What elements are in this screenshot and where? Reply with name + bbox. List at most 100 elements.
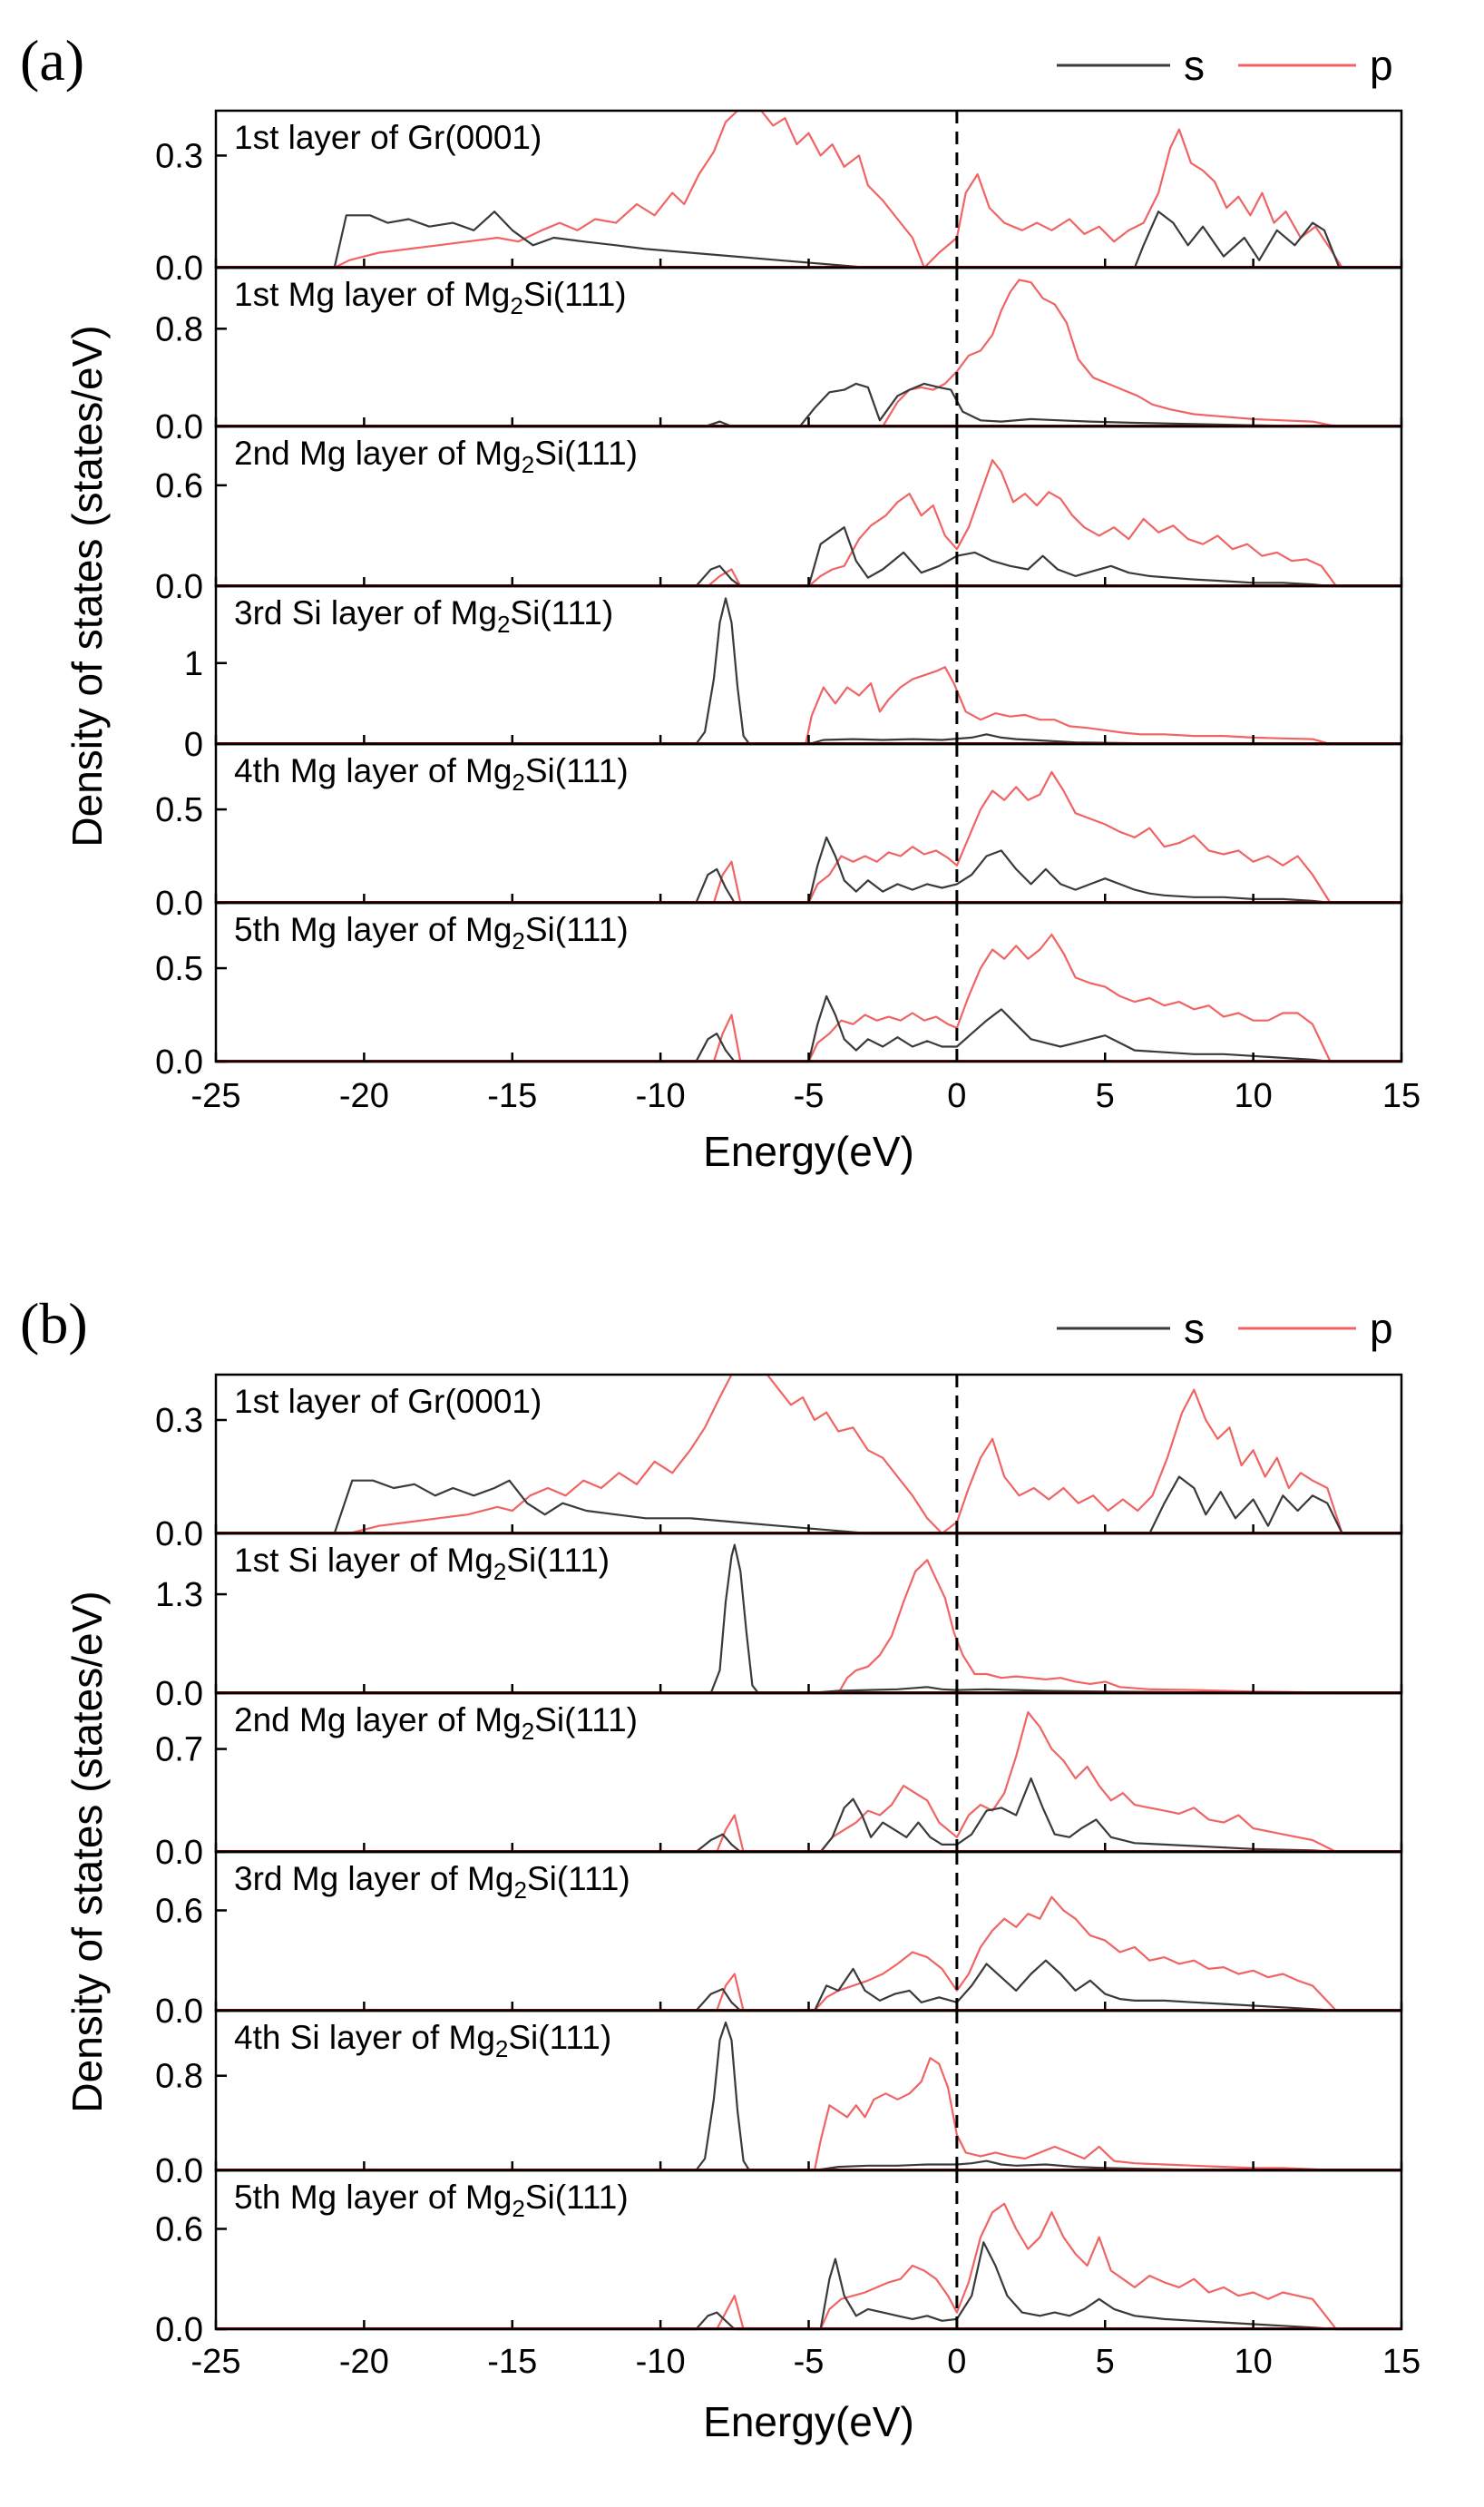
x-tick-label: 0 [947, 1077, 966, 1115]
x-tick-label: -20 [339, 2343, 389, 2381]
series-p-line [216, 2202, 1401, 2331]
y-tick-label: 0.0 [155, 1834, 203, 1872]
layer-label: 4th Si layer of Mg2Si(111) [234, 2019, 611, 2062]
y-tick-label: 0.7 [155, 1731, 203, 1769]
x-tick-label: -5 [794, 1077, 825, 1115]
y-tick-label: 0.0 [155, 1043, 203, 1082]
layer-label: 3rd Si layer of Mg2Si(111) [234, 594, 613, 638]
layer-label: 1st layer of Gr(0001) [234, 119, 542, 156]
layer-label: 1st Mg layer of Mg2Si(111) [234, 276, 627, 319]
series-p-line [216, 2057, 1401, 2172]
x-tick-label: 15 [1382, 2343, 1421, 2381]
subplot-5: 0.0 0.8 4th Si layer of Mg2Si(111) [155, 2009, 1403, 2190]
series-p-line [216, 933, 1401, 1063]
x-tick-label: -10 [636, 2343, 686, 2381]
y-tick-label: 0.6 [155, 467, 203, 505]
subplot-6: 0.0 0.6 5th Mg layer of Mg2Si(111) [155, 2169, 1403, 2349]
series-p-line [216, 109, 1401, 269]
y-axis-title: Density of states (states/eV) [63, 1591, 111, 2112]
series-s-line [216, 836, 1401, 905]
subplot-4: 0 1 3rd Si layer of Mg2Si(111) [184, 584, 1403, 764]
series-p-line [216, 459, 1401, 588]
layer-label: 2nd Mg layer of Mg2Si(111) [234, 435, 638, 478]
series-s-line [216, 1777, 1401, 1854]
series-s-line [216, 2021, 1401, 2172]
x-tick-label: 5 [1096, 1077, 1115, 1115]
layer-label: 5th Mg layer of Mg2Si(111) [234, 2179, 629, 2222]
panel-letter: (a) [20, 28, 84, 93]
series-s-line [216, 2241, 1401, 2331]
x-tick-label: -20 [339, 1077, 389, 1115]
x-tick-label: -15 [487, 1077, 537, 1115]
series-s-line [216, 1543, 1401, 1695]
legend-label-s: s [1184, 42, 1205, 89]
x-tick-label: 5 [1096, 2343, 1115, 2381]
y-tick-label: 0.6 [155, 2210, 203, 2248]
series-p-line [216, 279, 1401, 428]
layer-label: 2nd Mg layer of Mg2Si(111) [234, 1701, 638, 1745]
y-tick-label: 0.0 [155, 1675, 203, 1713]
layer-label: 4th Mg layer of Mg2Si(111) [234, 752, 629, 796]
y-tick-label: 0.3 [155, 137, 203, 175]
series-p-line [216, 1559, 1401, 1695]
x-tick-label: 10 [1234, 1077, 1272, 1115]
subplot-5: 0.0 0.5 4th Mg layer of Mg2Si(111) [155, 742, 1403, 923]
subplot-1: 0.0 0.3 1st layer of Gr(0001) [155, 1373, 1403, 1553]
y-tick-label: 0.0 [155, 2152, 203, 2190]
legend-label-p: p [1370, 1305, 1393, 1352]
layer-label: 5th Mg layer of Mg2Si(111) [234, 911, 629, 955]
series-p-line [216, 1373, 1401, 1535]
subplot-4: 0.0 0.6 3rd Mg layer of Mg2Si(111) [155, 1850, 1403, 2031]
series-p-line [216, 1895, 1401, 2012]
series-p-line [216, 770, 1401, 905]
y-tick-label: 0.0 [155, 408, 203, 446]
y-axis-title: Density of states (states/eV) [63, 325, 111, 847]
series-s-line [216, 211, 1401, 269]
y-tick-label: 0.0 [155, 1993, 203, 2031]
y-tick-label: 0.8 [155, 310, 203, 348]
series-s-line [216, 597, 1401, 746]
y-tick-label: 1.3 [155, 1576, 203, 1614]
x-tick-label: -25 [191, 2343, 241, 2381]
y-tick-label: 0.6 [155, 1892, 203, 1930]
y-tick-label: 0.0 [155, 568, 203, 606]
x-tick-label: -5 [794, 2343, 825, 2381]
x-tick-label: -25 [191, 1077, 241, 1115]
series-p-line [216, 666, 1401, 746]
series-s-line [216, 994, 1401, 1063]
layer-label: 1st layer of Gr(0001) [234, 1383, 542, 1420]
x-tick-label: -15 [487, 2343, 537, 2381]
y-tick-label: 0.5 [155, 950, 203, 988]
subplot-2: 0.0 0.8 1st Mg layer of Mg2Si(111) [155, 266, 1403, 446]
y-tick-label: 0.0 [155, 1515, 203, 1553]
subplot-3: 0.0 0.7 2nd Mg layer of Mg2Si(111) [155, 1691, 1403, 1872]
x-tick-label: 10 [1234, 2343, 1272, 2381]
y-tick-label: 0.0 [155, 250, 203, 288]
x-axis-title: Energy(eV) [703, 1128, 914, 1175]
layer-label: 1st Si layer of Mg2Si(111) [234, 1542, 610, 1585]
subplot-6: 0.0 0.5 5th Mg layer of Mg2Si(111) [155, 901, 1403, 1082]
y-tick-label: 0.0 [155, 2311, 203, 2349]
subplot-3: 0.0 0.6 2nd Mg layer of Mg2Si(111) [155, 425, 1403, 606]
x-tick-label: 15 [1382, 1077, 1421, 1115]
legend-label-s: s [1184, 1305, 1205, 1352]
y-tick-label: 0.8 [155, 2058, 203, 2096]
series-s-line [216, 382, 1401, 428]
x-tick-label: 0 [947, 2343, 966, 2381]
x-axis-title: Energy(eV) [703, 2398, 914, 2445]
series-s-line [216, 1475, 1401, 1535]
panel-a: (a) s p0.00.3 1st layer of Gr(0001)0.00.81s… [20, 28, 1421, 1175]
y-tick-label: 0 [184, 726, 203, 764]
panel-letter: (b) [20, 1291, 88, 1356]
subplot-2: 0.0 1.3 1st Si layer of Mg2Si(111) [155, 1532, 1403, 1713]
legend-label-p: p [1370, 42, 1393, 89]
y-tick-label: 0.0 [155, 885, 203, 923]
y-tick-label: 0.3 [155, 1402, 203, 1440]
y-tick-label: 1 [184, 645, 203, 683]
subplot-1: 0.0 0.3 1st layer of Gr(0001) [155, 109, 1403, 288]
x-tick-label: -10 [636, 1077, 686, 1115]
